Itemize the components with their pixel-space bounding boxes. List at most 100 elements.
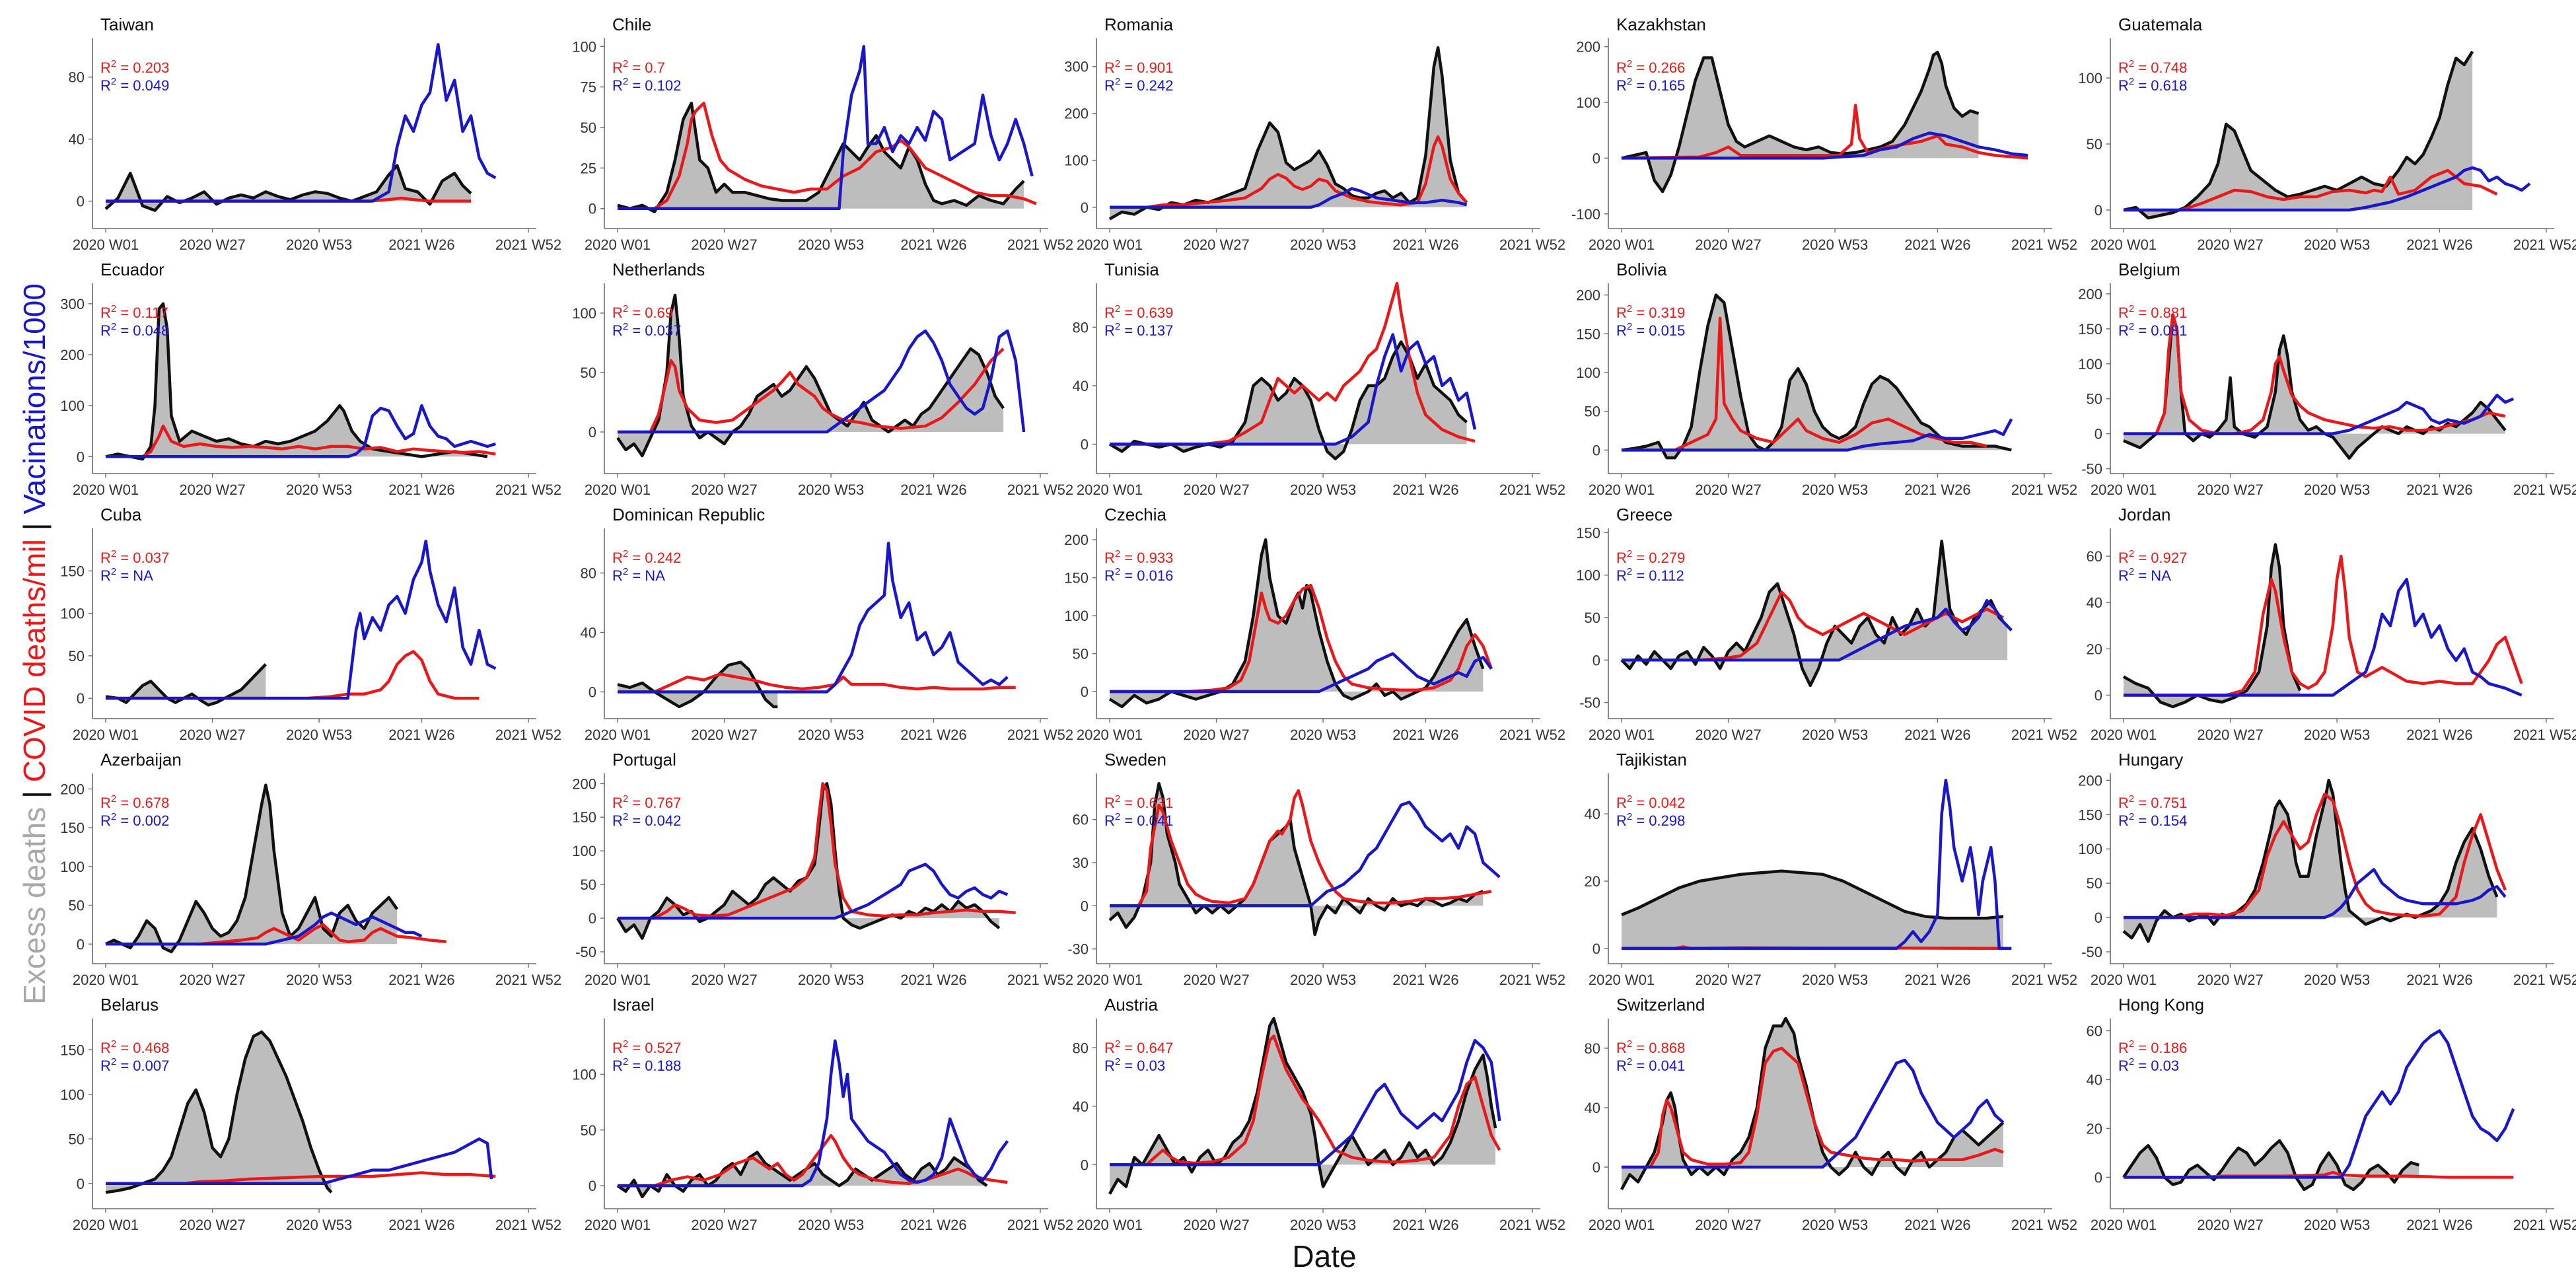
- y-axis-title-part-4: Vacinations/1000: [17, 283, 52, 515]
- panel-belarus: Belarus 0 50 100 150 2020 W01 2020 W27 2020 W53…: [60, 995, 561, 1233]
- r2-covid-label: R2 = 0.748: [2118, 58, 2187, 76]
- r2-covid-value: = 0.868: [1632, 1040, 1685, 1056]
- x-tick-label: 2021 W26: [1904, 236, 1970, 253]
- excess-deaths-line: [1108, 340, 1468, 460]
- r2-vacc-R: R: [2118, 567, 2129, 584]
- x-tick-label: 2021 W26: [1904, 972, 1970, 988]
- panel-dominican-republic: Dominican Republic 0 40 80 2020 W01 2020 W27 2…: [581, 505, 1074, 743]
- panel-jordan: Jordan 0 20 40 60 2020 W01 2020 W27 2020 W53 202…: [2087, 505, 2576, 743]
- y-tick-label: -50: [2081, 461, 2102, 478]
- r2-covid-R: R: [1104, 59, 1115, 76]
- x-tick-label: 2020 W27: [1695, 972, 1761, 988]
- r2-vacc-R: R: [2118, 77, 2129, 94]
- x-tick-label: 2020 W53: [798, 727, 864, 743]
- r2-covid-R: R: [2118, 550, 2129, 566]
- x-tick-label: 2020 W53: [798, 1217, 864, 1233]
- y-tick-label: 0: [589, 424, 596, 441]
- excess-deaths-line: [1621, 869, 2004, 920]
- r2-covid-R: R: [1104, 550, 1115, 566]
- y-tick-label: 50: [2087, 136, 2102, 153]
- vaccination-line: [1110, 1038, 1501, 1166]
- x-tick-label: 2021 W52: [1007, 1217, 1073, 1233]
- r2-vacc-label: R2 = 0.154: [2118, 811, 2187, 829]
- x-tick-label: 2020 W01: [73, 236, 139, 253]
- r2-covid-value: = 0.927: [2134, 550, 2187, 566]
- panel-bolivia: Bolivia 0 50 100 150 200 2020 W01 2020 W27 2020 …: [1576, 260, 2077, 498]
- panel-guatemala: Guatemala 0 50 100 2020 W01 2020 W27 2020 W53 2…: [2078, 15, 2576, 253]
- excess-deaths-area: [1622, 871, 2003, 948]
- r2-vacc-R: R: [100, 77, 111, 94]
- x-tick-label: 2021 W52: [2011, 972, 2077, 988]
- r2-covid-sup: 2: [1115, 1038, 1120, 1050]
- r2-vacc-label: R2 = 0.102: [612, 76, 681, 94]
- r2-vacc-value: = 0.298: [1632, 812, 1685, 829]
- y-tick-label: 150: [2078, 321, 2102, 338]
- r2-vacc-label: R2 = 0.298: [1616, 811, 1685, 829]
- x-tick-label: 2020 W53: [2304, 482, 2370, 498]
- x-tick-label: 2020 W27: [1695, 236, 1761, 253]
- r2-covid-label: R2 = 0.527: [612, 1038, 681, 1056]
- r2-vacc-value: = NA: [628, 567, 665, 584]
- y-tick-label: 40: [69, 131, 85, 148]
- r2-vacc-value: = NA: [2134, 567, 2171, 584]
- r2-covid-value: = 0.279: [1632, 550, 1685, 566]
- r2-vacc-value: = 0.112: [1632, 567, 1684, 584]
- y-tick-label: 40: [1073, 378, 1089, 394]
- x-tick-label: 2020 W01: [585, 727, 651, 743]
- panel-switzerland: Switzerland 0 40 80 2020 W01 2020 W27 2020 W53…: [1585, 995, 2078, 1233]
- r2-covid-R: R: [1104, 304, 1115, 321]
- y-tick-label: 80: [1073, 1040, 1089, 1056]
- y-tick-label: 0: [1081, 436, 1089, 452]
- y-tick-label: 150: [2078, 806, 2102, 823]
- x-tick-label: 2020 W53: [798, 236, 864, 253]
- vaccination-line: [2124, 394, 2515, 435]
- r2-vacc-R: R: [612, 1057, 623, 1074]
- r2-vacc-R: R: [100, 322, 111, 339]
- y-tick-label: -50: [575, 944, 596, 960]
- x-tick-label: 2020 W27: [179, 236, 245, 253]
- x-tick-label: 2021 W26: [900, 1217, 966, 1233]
- x-tick-label: 2021 W26: [1392, 236, 1458, 253]
- x-tick-label: 2020 W53: [1802, 236, 1868, 253]
- x-tick-label: 2020 W53: [1290, 727, 1356, 743]
- x-tick-label: 2020 W53: [1290, 972, 1356, 988]
- x-tick-label: 2020 W27: [2197, 1217, 2263, 1233]
- y-axis-title-part-0: Excess deaths: [17, 807, 52, 1005]
- covid-deaths-line: [2124, 554, 2523, 697]
- excess-deaths-area: [2124, 780, 2497, 942]
- vaccination-line: [1110, 801, 1501, 908]
- vaccination-line: [618, 542, 1009, 694]
- r2-vacc-value: = 0.03: [2134, 1057, 2179, 1074]
- r2-vacc-label: R2 = NA: [2118, 566, 2171, 584]
- excess-deaths-line: [1108, 1017, 1497, 1195]
- y-tick-label: 0: [1592, 652, 1600, 668]
- vaccination-line: [106, 1137, 493, 1186]
- r2-vacc-R: R: [612, 812, 623, 829]
- r2-covid-label: R2 = 0.117: [100, 303, 168, 321]
- y-tick-label: 200: [1064, 106, 1089, 122]
- r2-covid-R: R: [2118, 795, 2129, 811]
- y-tick-label: 100: [1064, 153, 1089, 169]
- x-tick-label: 2021 W52: [495, 972, 561, 988]
- r2-covid-sup: 2: [1627, 58, 1632, 69]
- x-tick-label: 2021 W52: [1499, 727, 1565, 743]
- y-tick-label: -30: [1067, 941, 1089, 958]
- r2-covid-label: R2 = 0.319: [1616, 303, 1685, 321]
- r2-covid-value: = 0.767: [628, 795, 681, 811]
- r2-covid-value: = 0.186: [2134, 1040, 2187, 1056]
- y-tick-label: -100: [1571, 206, 1600, 223]
- y-tick-label: 200: [2078, 772, 2102, 789]
- excess-deaths-line: [104, 164, 472, 212]
- r2-vacc-sup: 2: [111, 76, 116, 87]
- excess-deaths-area: [106, 1032, 332, 1193]
- r2-vacc-value: = 0.081: [2134, 322, 2187, 339]
- excess-deaths-line: [616, 1151, 988, 1199]
- panel-title: Jordan: [2118, 505, 2171, 524]
- r2-covid-label: R2 = 0.69: [612, 303, 673, 321]
- y-tick-label: 30: [1073, 855, 1089, 871]
- r2-vacc-R: R: [612, 77, 623, 94]
- r2-covid-R: R: [1616, 1040, 1627, 1056]
- panel-title: Portugal: [612, 750, 676, 769]
- panel-portugal: Portugal -50 0 50 100 150 200 2020 W01 2020 W27 2…: [572, 750, 1073, 988]
- y-tick-label: 150: [60, 563, 85, 579]
